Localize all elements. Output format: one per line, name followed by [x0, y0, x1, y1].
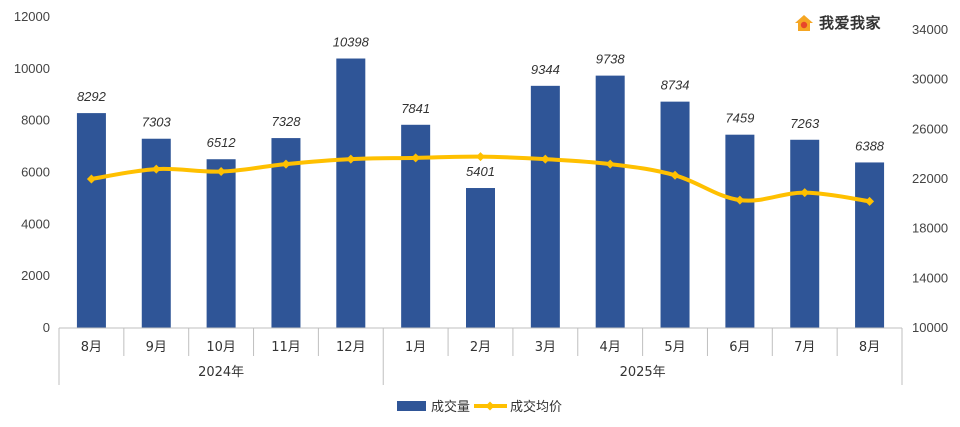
bar: [790, 139, 820, 328]
category-label: 10月: [206, 340, 236, 355]
legend-line-marker: [485, 401, 495, 411]
right-axis-tick-label: 18000: [912, 221, 948, 236]
price-point-marker: [281, 159, 291, 169]
price-point-marker: [411, 153, 421, 163]
bar: [466, 188, 495, 328]
bar: [725, 134, 755, 328]
right-axis-tick-label: 10000: [912, 320, 948, 335]
category-label: 5月: [664, 340, 685, 355]
category-label: 8月: [81, 340, 102, 355]
bar-data-label: 7328: [272, 114, 302, 129]
left-axis-tick-label: 8000: [21, 113, 50, 128]
legend-bar-swatch: [397, 401, 426, 411]
bar-data-label: 8292: [77, 89, 107, 104]
bar-data-label: 6512: [207, 135, 237, 150]
price-point-marker: [605, 159, 615, 169]
left-axis-tick-label: 4000: [21, 216, 50, 231]
price-point-marker: [151, 164, 161, 174]
bar: [76, 113, 106, 328]
price-point-marker: [800, 188, 810, 198]
right-axis-tick-label: 30000: [912, 72, 948, 87]
right-axis-tick-label: 14000: [912, 270, 948, 285]
bar-data-label: 7263: [790, 116, 820, 131]
bar-data-label: 6388: [855, 138, 885, 153]
bar-data-label: 9738: [596, 52, 626, 67]
bar: [206, 159, 236, 328]
bar: [530, 85, 560, 329]
year-group-label: 2024年: [198, 365, 244, 380]
bar: [660, 101, 690, 329]
category-label: 2月: [470, 340, 491, 355]
price-point-marker: [216, 167, 226, 177]
left-axis-tick-label: 2000: [21, 268, 50, 283]
left-axis-tick-label: 0: [43, 320, 50, 335]
category-label: 8月: [859, 340, 880, 355]
right-axis-tick-label: 34000: [912, 22, 948, 37]
category-label: 4月: [600, 340, 621, 355]
legend-label-volume: 成交量: [431, 399, 470, 415]
category-label: 9月: [146, 340, 167, 355]
category-label: 7月: [794, 340, 815, 355]
right-axis-tick-label: 26000: [912, 121, 948, 136]
brand-name: 我爱我家: [819, 14, 882, 32]
price-point-marker: [540, 154, 550, 164]
left-axis-tick-label: 12000: [14, 9, 50, 24]
bar-data-label: 8734: [661, 78, 690, 93]
left-axis-tick-label: 10000: [14, 61, 50, 76]
category-label: 1月: [405, 340, 426, 355]
brand-logo: 我爱我家: [794, 12, 881, 33]
bar: [855, 162, 885, 328]
price-point-marker: [86, 174, 96, 184]
bar-data-label: 10398: [333, 35, 370, 50]
price-point-marker: [346, 154, 356, 164]
right-axis-tick-label: 22000: [912, 171, 948, 186]
year-group-label: 2025年: [620, 365, 666, 380]
price-point-marker: [476, 152, 485, 162]
bar: [271, 138, 301, 328]
left-axis-tick-label: 6000: [21, 165, 50, 180]
bar-data-label: 5401: [466, 164, 495, 179]
bar: [595, 75, 625, 328]
price-point-marker: [865, 196, 875, 206]
bar-data-label: 7459: [725, 111, 754, 126]
category-label: 12月: [336, 340, 366, 355]
category-label: 3月: [535, 340, 556, 355]
price-point-marker: [735, 195, 745, 205]
legend-label-price: 成交均价: [510, 399, 562, 415]
bar-data-label: 7841: [401, 101, 430, 116]
bar-data-label: 7303: [142, 115, 172, 130]
category-label: 11月: [271, 340, 301, 355]
category-label: 6月: [729, 340, 750, 355]
bar: [336, 58, 366, 329]
bar-data-label: 9344: [531, 62, 560, 77]
price-point-marker: [670, 170, 680, 180]
house-logo-icon: [795, 14, 813, 31]
